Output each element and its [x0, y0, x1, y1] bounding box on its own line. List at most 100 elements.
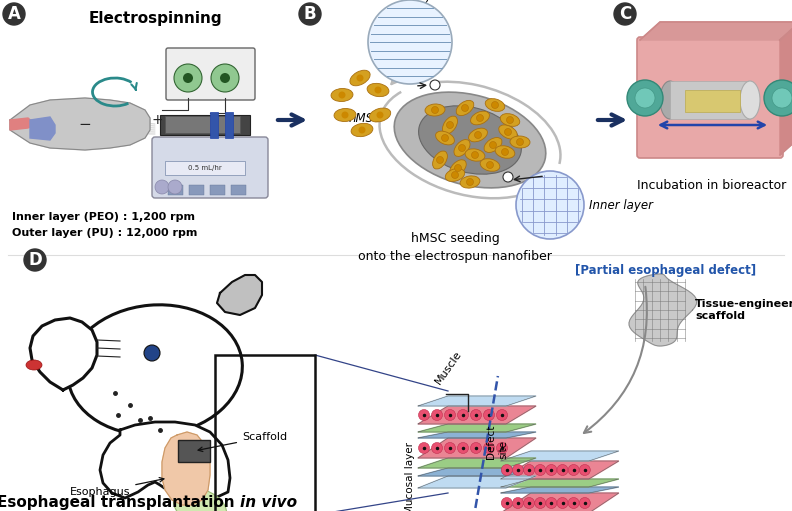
Circle shape	[501, 498, 512, 508]
Polygon shape	[780, 22, 792, 155]
Circle shape	[772, 88, 792, 108]
Circle shape	[516, 171, 584, 239]
Circle shape	[458, 443, 469, 453]
Circle shape	[144, 345, 160, 361]
Bar	[178, 440, 210, 462]
Ellipse shape	[419, 106, 521, 174]
Text: −: −	[78, 117, 91, 131]
Ellipse shape	[454, 140, 470, 156]
Text: Esophageal transplantation: Esophageal transplantation	[0, 495, 240, 509]
Circle shape	[507, 117, 513, 124]
Circle shape	[338, 91, 345, 99]
Circle shape	[359, 127, 365, 133]
Text: Outer layer: Outer layer	[376, 0, 444, 3]
Circle shape	[430, 80, 440, 90]
Circle shape	[516, 138, 524, 146]
Text: A: A	[8, 5, 21, 23]
Circle shape	[524, 498, 535, 508]
Ellipse shape	[425, 104, 445, 116]
Circle shape	[557, 464, 568, 476]
Ellipse shape	[740, 81, 760, 119]
Circle shape	[470, 409, 482, 421]
Bar	[189, 185, 204, 195]
Circle shape	[503, 172, 513, 182]
Bar	[165, 116, 240, 133]
Circle shape	[447, 122, 454, 128]
Bar	[168, 185, 183, 195]
Polygon shape	[418, 406, 536, 424]
Circle shape	[524, 464, 535, 476]
Text: Inner layer: Inner layer	[589, 198, 653, 212]
Ellipse shape	[501, 113, 520, 126]
Bar	[670, 81, 750, 119]
Circle shape	[432, 106, 439, 113]
Circle shape	[635, 88, 655, 108]
Polygon shape	[501, 461, 619, 479]
Polygon shape	[418, 396, 536, 406]
Circle shape	[458, 409, 469, 421]
Text: Mucosal layer: Mucosal layer	[405, 442, 415, 511]
Ellipse shape	[334, 108, 356, 122]
Ellipse shape	[469, 128, 487, 142]
Bar	[685, 90, 740, 112]
Polygon shape	[162, 432, 210, 505]
Ellipse shape	[436, 131, 455, 145]
Circle shape	[441, 134, 448, 142]
Circle shape	[368, 0, 452, 84]
Circle shape	[341, 111, 348, 119]
Text: B: B	[303, 5, 316, 23]
Ellipse shape	[510, 136, 530, 148]
Circle shape	[501, 464, 512, 476]
Ellipse shape	[331, 88, 353, 102]
Circle shape	[220, 73, 230, 83]
Ellipse shape	[470, 111, 489, 125]
Circle shape	[483, 443, 494, 453]
Bar	[160, 115, 250, 135]
Ellipse shape	[484, 137, 502, 152]
Circle shape	[568, 498, 579, 508]
Ellipse shape	[495, 146, 515, 158]
FancyBboxPatch shape	[166, 48, 255, 100]
Polygon shape	[100, 422, 230, 500]
Ellipse shape	[445, 169, 465, 181]
Circle shape	[497, 409, 508, 421]
Ellipse shape	[456, 100, 474, 115]
Circle shape	[375, 86, 382, 94]
Circle shape	[462, 105, 469, 111]
Text: [Partial esophageal defect]: [Partial esophageal defect]	[575, 264, 756, 276]
Circle shape	[174, 64, 202, 92]
Text: in vivo: in vivo	[240, 495, 297, 509]
Circle shape	[535, 464, 546, 476]
Circle shape	[512, 464, 524, 476]
Circle shape	[489, 142, 497, 149]
Ellipse shape	[460, 176, 480, 188]
Circle shape	[546, 498, 557, 508]
Ellipse shape	[432, 151, 447, 169]
Circle shape	[501, 149, 508, 155]
Ellipse shape	[394, 92, 546, 188]
Polygon shape	[418, 424, 536, 432]
Polygon shape	[10, 98, 150, 150]
FancyBboxPatch shape	[637, 37, 783, 158]
Text: Muscle: Muscle	[433, 349, 463, 386]
Circle shape	[455, 165, 462, 172]
Polygon shape	[501, 451, 619, 461]
Circle shape	[470, 443, 482, 453]
Circle shape	[486, 161, 493, 169]
Ellipse shape	[660, 81, 680, 119]
Polygon shape	[629, 274, 697, 346]
Text: Incubation in bioreactor: Incubation in bioreactor	[638, 178, 786, 192]
Circle shape	[444, 409, 455, 421]
Bar	[231, 185, 246, 195]
Text: C: C	[619, 5, 631, 23]
Ellipse shape	[351, 123, 373, 136]
Text: Esophagus: Esophagus	[70, 478, 164, 497]
Circle shape	[183, 73, 193, 83]
Circle shape	[418, 409, 429, 421]
Circle shape	[535, 498, 546, 508]
Ellipse shape	[350, 70, 370, 86]
Polygon shape	[640, 22, 792, 40]
Text: Electrospinning: Electrospinning	[88, 11, 222, 26]
Polygon shape	[418, 438, 536, 458]
Ellipse shape	[450, 160, 466, 176]
